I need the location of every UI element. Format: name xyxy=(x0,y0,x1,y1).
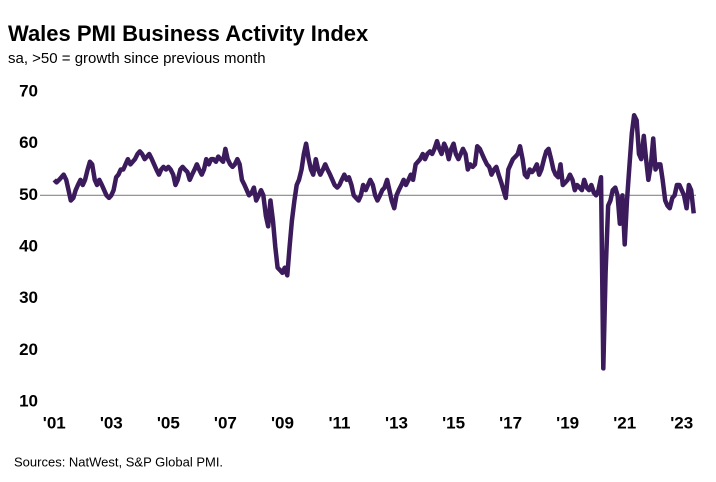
x-tick-label: '23 xyxy=(670,413,693,432)
chart-title: Wales PMI Business Activity Index xyxy=(8,21,369,46)
chart-subtitle: sa, >50 = growth since previous month xyxy=(8,50,266,67)
x-tick-label: '21 xyxy=(613,413,636,432)
x-tick-label: '03 xyxy=(100,413,123,432)
y-tick-label: 40 xyxy=(19,236,38,255)
x-tick-label: '19 xyxy=(556,413,579,432)
y-tick-label: 10 xyxy=(19,391,38,410)
y-tick-label: 60 xyxy=(19,133,38,152)
y-tick-label: 70 xyxy=(19,81,38,100)
x-tick-label: '17 xyxy=(499,413,522,432)
data-line xyxy=(52,113,696,371)
x-tick-label: '09 xyxy=(271,413,294,432)
x-tick-label: '11 xyxy=(328,413,350,432)
x-tick-label: '05 xyxy=(157,413,180,432)
x-tick-label: '15 xyxy=(442,413,465,432)
x-tick-label: '13 xyxy=(385,413,408,432)
source-note: Sources: NatWest, S&P Global PMI. xyxy=(14,454,223,469)
y-tick-label: 50 xyxy=(19,185,38,204)
x-tick-label: '01 xyxy=(43,413,66,432)
y-tick-label: 30 xyxy=(19,288,38,307)
y-tick-label: 20 xyxy=(19,340,38,359)
x-tick-label: '07 xyxy=(214,413,237,432)
